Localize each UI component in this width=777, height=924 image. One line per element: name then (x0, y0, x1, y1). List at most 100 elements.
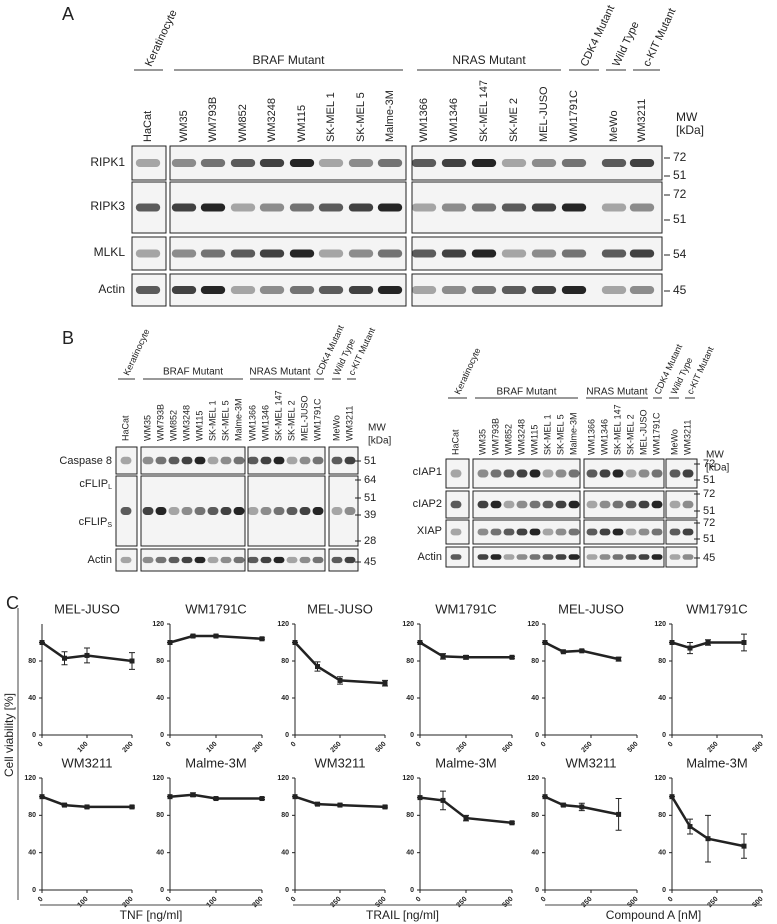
x-tick-label: 200 (122, 896, 135, 909)
band (599, 528, 611, 536)
y-tick-label: 80 (406, 812, 414, 819)
x-tick-label: 0 (667, 741, 675, 749)
y-tick-label: 120 (402, 775, 414, 782)
y-tick-label: 80 (658, 658, 666, 665)
group-label: Keratinocyte (452, 346, 482, 396)
band (230, 159, 256, 167)
chart-title: MEL-JUSO (307, 601, 373, 616)
data-line (294, 795, 386, 809)
data-point (167, 640, 173, 645)
y-tick-label: 0 (285, 887, 289, 894)
blot-box (247, 475, 326, 547)
lane-label: Malme-3M (568, 412, 578, 455)
band (155, 456, 167, 465)
lane-label: SK-MEL 147 (612, 404, 622, 455)
x-tick-label: 250 (330, 741, 343, 754)
data-point (616, 811, 622, 817)
band (529, 528, 541, 536)
band (286, 456, 298, 465)
band (516, 554, 528, 560)
lane-label: WM3211 (636, 99, 648, 142)
mw-label: 45 (364, 556, 376, 568)
x-tick-label: 500 (502, 741, 515, 754)
band (629, 249, 655, 258)
chart-title: WM3211 (61, 755, 112, 770)
band (312, 556, 324, 564)
x-tick-label: 500 (375, 896, 388, 909)
y-tick-label: 0 (32, 732, 36, 739)
row-label: RIPK3 (90, 199, 125, 213)
blot-box (131, 145, 167, 181)
lane-label: SK-MEL 2 (625, 414, 635, 455)
band (259, 159, 285, 167)
band (516, 528, 528, 536)
band (312, 456, 324, 465)
data-point (292, 640, 298, 645)
band (638, 500, 650, 509)
blot-box (328, 548, 359, 572)
band (230, 249, 256, 258)
data-point (669, 794, 675, 800)
band (669, 554, 681, 560)
band (348, 249, 374, 258)
band (289, 203, 315, 212)
x-tick-label: 0 (540, 896, 548, 904)
band (529, 469, 541, 478)
band (542, 469, 554, 478)
band (450, 528, 462, 536)
band (601, 203, 627, 212)
band (259, 249, 285, 258)
band (471, 159, 497, 167)
x-tick-label: 100 (206, 741, 219, 754)
band (599, 500, 611, 509)
data-point (39, 794, 45, 800)
lane-label: WM115 (194, 411, 204, 441)
row-label-text: MLKL (94, 245, 126, 259)
band (299, 507, 311, 515)
band (555, 554, 567, 560)
band (638, 554, 650, 560)
y-tick-label: 40 (531, 850, 539, 857)
row-label-text: Actin (98, 282, 125, 296)
y-tick-label: 120 (277, 621, 289, 628)
chart-title: Malme-3M (686, 755, 747, 770)
band (601, 286, 627, 294)
band (200, 203, 226, 212)
x-tick-label: 200 (252, 896, 265, 909)
row-label-text: XIAP (417, 525, 442, 537)
band (289, 286, 315, 294)
x-tick-label: 0 (37, 741, 45, 749)
band (168, 456, 180, 465)
lane-label: MeWo (331, 415, 341, 441)
lane-label: SK-MEL 5 (555, 414, 565, 455)
data-point (669, 640, 675, 645)
x-tick-label: 200 (252, 741, 265, 754)
data-point (39, 640, 45, 645)
y-tick-label: 0 (662, 887, 666, 894)
mw-label: 72 (673, 187, 687, 201)
data-point (62, 802, 67, 808)
y-tick-label: 0 (160, 887, 164, 894)
group-label: BRAF Mutant (496, 387, 556, 398)
chart-title: Malme-3M (435, 755, 496, 770)
data-point (315, 664, 320, 670)
band (181, 456, 193, 465)
band (601, 249, 627, 258)
lane-label: WM115 (529, 425, 539, 455)
group-label: c-KIT Mutant (641, 7, 678, 69)
band (501, 159, 527, 167)
x-tick-label: 0 (415, 741, 423, 749)
data-line (670, 796, 745, 848)
band (344, 456, 356, 465)
data-point (579, 804, 585, 810)
band (247, 507, 259, 515)
data-line (169, 793, 262, 800)
lane-label: SK-MEL 1 (207, 400, 217, 441)
band (171, 159, 197, 167)
panel-letter: B (62, 328, 74, 348)
x-tick-label: 250 (707, 896, 720, 909)
y-tick-label: 120 (277, 775, 289, 782)
band (377, 249, 403, 258)
band (260, 556, 272, 564)
chart-title: WM3211 (314, 755, 365, 770)
